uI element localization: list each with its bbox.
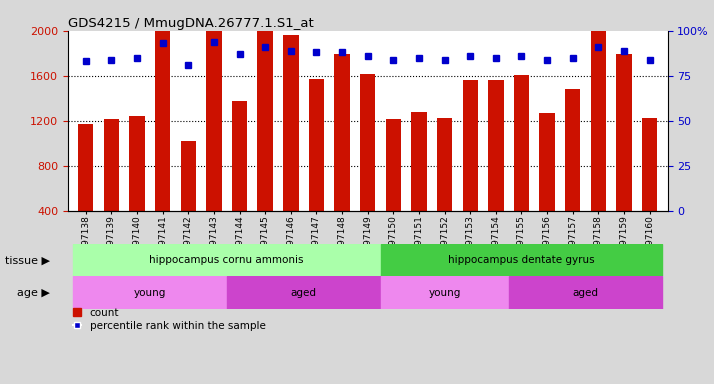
Bar <box>78 124 94 211</box>
Bar <box>232 101 247 211</box>
Text: young: young <box>134 288 166 298</box>
Text: aged: aged <box>573 288 598 298</box>
Text: hippocampus dentate gyrus: hippocampus dentate gyrus <box>448 255 595 265</box>
Bar <box>488 80 503 211</box>
Bar <box>381 276 508 309</box>
Bar <box>308 79 324 211</box>
Bar <box>334 55 350 211</box>
Bar <box>360 74 376 211</box>
Bar <box>463 80 478 211</box>
Bar <box>73 276 227 309</box>
Bar <box>411 112 427 211</box>
Bar <box>616 55 632 211</box>
Bar <box>514 75 529 211</box>
Text: aged: aged <box>291 288 316 298</box>
Bar <box>590 31 606 211</box>
Bar <box>206 3 221 211</box>
Bar <box>155 15 171 211</box>
Text: GDS4215 / MmugDNA.26777.1.S1_at: GDS4215 / MmugDNA.26777.1.S1_at <box>68 17 313 30</box>
Bar <box>258 24 273 211</box>
Bar <box>508 276 663 309</box>
Bar <box>283 35 298 211</box>
Text: young: young <box>428 288 461 298</box>
Bar <box>181 141 196 211</box>
Text: tissue ▶: tissue ▶ <box>5 255 50 265</box>
Text: hippocampus cornu ammonis: hippocampus cornu ammonis <box>149 255 304 265</box>
Bar <box>642 118 658 211</box>
Text: age ▶: age ▶ <box>17 288 50 298</box>
Bar <box>129 116 145 211</box>
Bar <box>73 244 381 276</box>
Bar <box>540 113 555 211</box>
Bar <box>386 119 401 211</box>
Bar <box>437 118 452 211</box>
Bar <box>565 89 580 211</box>
Bar <box>227 276 381 309</box>
Bar <box>381 244 663 276</box>
Bar <box>104 119 119 211</box>
Legend: count, percentile rank within the sample: count, percentile rank within the sample <box>73 308 266 331</box>
